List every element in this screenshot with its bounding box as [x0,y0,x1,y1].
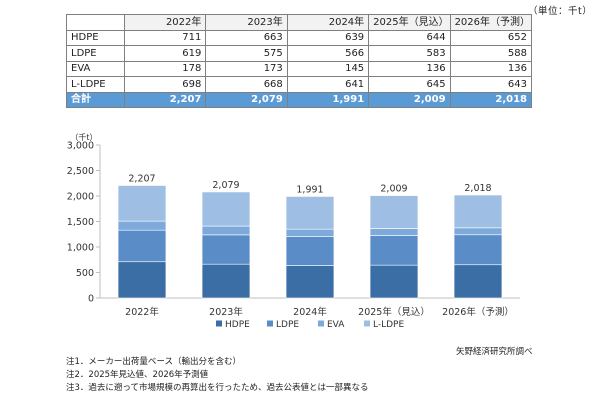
bar-segment-eva [201,225,251,236]
legend-label: EVA [327,320,345,330]
bar-segment-hdpe [369,264,419,299]
table-total-row: 合計 2,207 2,079 1,991 2,009 2,018 [66,91,533,108]
total-cell: 2,009 [368,91,451,108]
bar-segment-eva [453,227,503,236]
bar-segment-hdpe [453,264,503,299]
bar-segment-hdpe [285,265,335,299]
note-1: 注1．メーカー出荷量ベース（輸出分を含む） [66,357,241,367]
bar-segment-ldpe [285,236,335,266]
x-tick-label: 2026年（予測） [442,306,514,318]
total-label: 合計 [66,91,125,108]
bar-segment-eva [117,220,167,231]
column-header: 2026年（予測） [449,14,533,31]
column-header: 2025年（見込） [368,14,451,31]
y-tick-label: 500 [76,268,94,279]
bar-segment-hdpe [201,263,251,299]
y-tick-label: 0 [88,294,94,305]
y-tick-label: 2,500 [67,166,94,177]
legend-swatch-ldpe [267,320,273,327]
note-3: 注3．過去に遡って市場規模の再算出を行ったため、過去公表値とは一部異なる [66,383,369,393]
column-header: 2022年 [123,14,207,31]
total-cell: 2,207 [123,91,207,108]
y-axis-unit-label: （千t） [70,132,97,142]
unit-label: （単位：千t） [528,6,593,17]
table-row: L-LDPE 698 668 641 645 643 [66,76,533,93]
source-credit: 矢野経済研究所調べ [456,347,533,357]
x-tick-label: 2023年 [209,306,243,318]
bar-segment-l-ldpe [453,194,503,229]
notes: 注1．メーカー出荷量ベース（輸出分を含む） 注2．2025年見込値、2026年予… [66,356,369,395]
total-cell: 2,079 [205,91,288,108]
y-tick-label: 1,000 [67,243,94,254]
y-tick-label: 3,000 [67,141,94,152]
table-corner [66,14,125,31]
total-data-label: 2,207 [128,173,155,184]
bar-segment-l-ldpe [201,191,251,227]
table-row: LDPE 619 575 566 583 588 [66,45,533,62]
legend-swatch-l-ldpe [364,320,370,327]
total-data-label: 2,018 [464,183,491,194]
note-2: 注2．2025年見込値、2026年予測値 [66,370,209,380]
legend-label: L-LDPE [373,320,404,330]
bar-segment-eva [285,228,335,237]
y-tick-label: 1,500 [67,217,94,228]
bar-segment-ldpe [369,235,419,266]
bar-segment-l-ldpe [285,196,335,230]
bar-segment-l-ldpe [117,185,167,222]
x-tick-label: 2025年（見込） [358,306,430,318]
total-data-label: 2,079 [212,180,239,191]
total-cell: 2,018 [449,91,533,108]
bar-segment-ldpe [453,234,503,266]
x-tick-label: 2024年 [293,306,327,318]
bar-segment-hdpe [117,261,167,299]
data-table: 2022年 2023年 2024年 2025年（見込） 2026年（予測） HD… [66,14,533,108]
legend-label: LDPE [276,320,299,330]
legend-swatch-hdpe [216,320,222,327]
bar-segment-ldpe [117,229,167,263]
legend-swatch-eva [318,320,324,327]
bar-segment-l-ldpe [369,195,419,229]
bar-segment-ldpe [201,234,251,265]
x-tick-label: 2022年 [125,306,159,318]
bar-segment-eva [369,228,419,236]
total-data-label: 1,991 [296,184,323,195]
y-tick-label: 2,000 [67,192,94,203]
total-cell: 1,991 [286,91,370,108]
total-data-label: 2,009 [380,184,407,195]
legend-label: HDPE [225,320,250,330]
